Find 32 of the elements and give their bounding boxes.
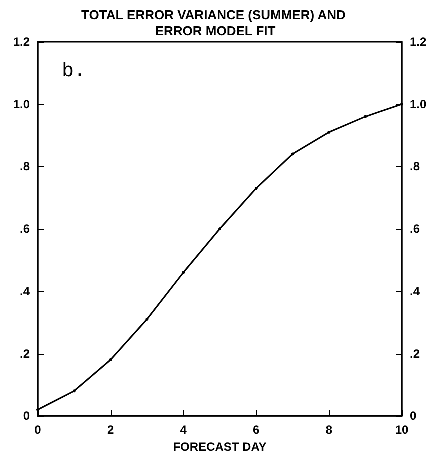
point <box>218 228 222 231</box>
x-tick-label: 8 <box>326 423 333 438</box>
x-axis-title: FORECAST DAY <box>173 440 267 454</box>
y-tick-label: 0 <box>23 409 30 424</box>
chart-title: TOTAL ERROR VARIANCE (SUMMER) AND ERROR MODEL FIT <box>82 8 350 38</box>
point <box>72 390 76 393</box>
y2-tick-label: .8 <box>410 160 420 174</box>
y-tick-label: 1.2 <box>13 35 30 49</box>
point <box>364 115 368 118</box>
x-tick-label: 4 <box>180 423 188 438</box>
y-tick-label: .8 <box>20 160 30 174</box>
annotation: b. <box>62 60 86 84</box>
point <box>328 130 331 134</box>
y-tick-label: .6 <box>20 222 30 236</box>
y2-tick-label: .2 <box>410 346 420 361</box>
y-tick-label: .4 <box>20 284 30 298</box>
y2-tick-label: 0 <box>410 409 417 424</box>
x-tick-label: 0 <box>34 423 42 438</box>
y2-tick-label: .6 <box>410 222 420 236</box>
y2-tick-label: .4 <box>410 284 420 298</box>
y2-tick-label: 1.0 <box>410 97 428 112</box>
point <box>182 271 186 274</box>
x-tick-label: 10 <box>395 423 409 438</box>
y-tick-label: 1.0 <box>13 97 30 112</box>
point <box>109 358 112 362</box>
point <box>291 152 294 156</box>
y-tick-label: .2 <box>20 346 30 361</box>
point <box>254 187 258 190</box>
y2-tick-label: 1.2 <box>410 35 428 49</box>
x-tick-label: 2 <box>107 423 114 438</box>
point <box>146 318 149 321</box>
x-tick-label: 6 <box>253 423 260 438</box>
